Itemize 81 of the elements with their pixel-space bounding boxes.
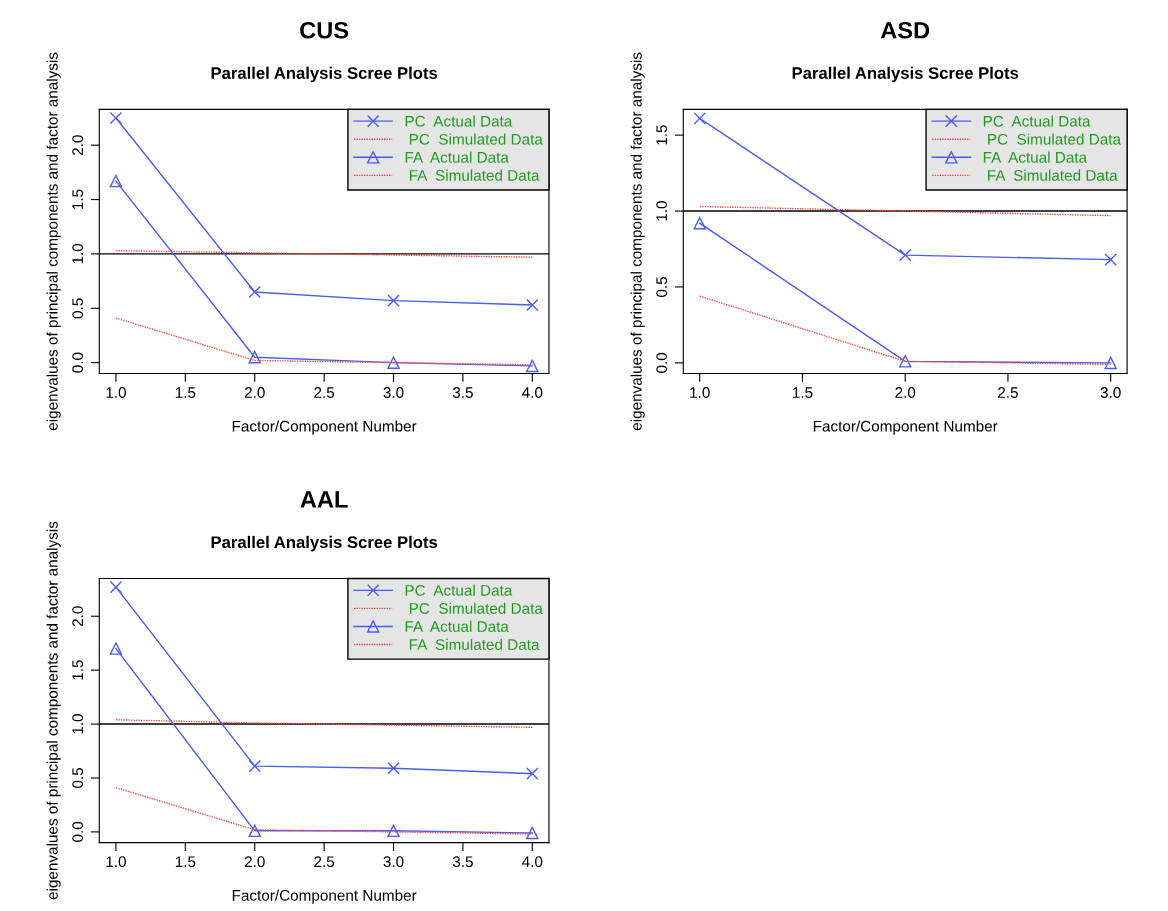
x-tick-label: 2.0 (244, 387, 265, 398)
y-tick-label: 1.0 (656, 201, 668, 221)
y-tick-label: 0.5 (72, 298, 84, 319)
point (109, 111, 123, 125)
x-tick-label: 3.5 (452, 387, 473, 398)
chart-title: AAL (300, 491, 348, 508)
x-tick-label: 1.0 (690, 387, 710, 398)
x-tick-label: 3.5 (452, 856, 473, 868)
point (248, 285, 261, 299)
y-axis-title: eigenvalues of principal components and factor analysis (630, 52, 645, 431)
point (109, 580, 123, 594)
point (693, 216, 706, 230)
legend-label: PC Simulated Data (988, 133, 1122, 145)
y-tick-label: 2.0 (72, 135, 84, 156)
point (526, 359, 539, 373)
point (387, 356, 400, 369)
x-tick-label: 2.0 (244, 856, 265, 868)
point (693, 112, 706, 125)
legend-label: PC Simulated Data (409, 133, 543, 145)
point (248, 759, 261, 773)
chart-subtitle: Parallel Analysis Scree Plots (211, 66, 438, 83)
x-tick-label: 1.5 (175, 856, 196, 868)
legend-label: PC Actual Data (405, 584, 513, 596)
x-tick-label: 1.5 (175, 387, 196, 398)
y-tick-label: 0.0 (656, 352, 668, 373)
y-tick-label: 1.0 (72, 243, 84, 264)
y-axis-title: eigenvalues of principal components and factor analysis (46, 52, 61, 431)
x-axis-title: Factor/Component Number (813, 420, 998, 435)
point (387, 824, 400, 838)
y-axis-title: eigenvalues of principal components and factor analysis (46, 521, 61, 900)
chart-title: ASD (880, 21, 930, 39)
y-tick-label: 1.5 (72, 660, 84, 680)
x-tick-label: 3.0 (383, 387, 404, 398)
y-tick-label: 1.0 (72, 714, 84, 734)
legend-label: FA Simulated Data (988, 169, 1118, 181)
x-tick-label: 2.5 (998, 387, 1018, 398)
legend-label: FA Simulated Data (409, 169, 540, 181)
chart-subtitle: Parallel Analysis Scree Plots (792, 66, 1019, 83)
point (248, 824, 261, 838)
legend-label: PC Actual Data (405, 115, 513, 127)
y-tick-label: 2.0 (72, 606, 84, 627)
line-series (115, 719, 534, 728)
x-tick-label: 4.0 (522, 856, 543, 868)
legend-label: PC Simulated Data (409, 602, 543, 614)
point (1104, 253, 1117, 266)
legend-label: FA Actual Data (405, 620, 509, 632)
x-tick-label: 1.0 (106, 387, 126, 398)
line-series (115, 249, 534, 258)
point (109, 174, 123, 188)
y-tick-label: 1.5 (72, 189, 84, 210)
x-axis-title: Factor/Component Number (232, 889, 417, 904)
y-tick-label: 0.0 (72, 821, 84, 842)
point (526, 767, 539, 780)
x-axis-title: Factor/Component Number (232, 420, 417, 435)
chart-subtitle: Parallel Analysis Scree Plots (211, 535, 438, 552)
x-tick-label: 2.5 (314, 387, 335, 398)
legend-label: FA Actual Data (405, 151, 509, 163)
x-tick-label: 2.0 (895, 387, 916, 398)
point (1104, 356, 1117, 370)
point (898, 248, 912, 262)
legend-label: PC Actual Data (983, 115, 1091, 127)
legend-label: FA Actual Data (983, 151, 1088, 163)
y-tick-label: 1.5 (656, 125, 668, 145)
point (526, 826, 539, 840)
chart-title: CUS (300, 21, 349, 39)
x-tick-label: 3.0 (383, 856, 404, 868)
x-tick-label: 1.5 (793, 387, 813, 398)
point (526, 298, 539, 312)
y-tick-label: 0.5 (72, 768, 84, 788)
point (109, 642, 123, 655)
x-tick-label: 4.0 (522, 387, 543, 398)
point (387, 294, 400, 307)
x-tick-label: 1.0 (106, 856, 126, 868)
legend-label: FA Simulated Data (409, 638, 540, 650)
point (248, 350, 261, 364)
point (898, 355, 912, 368)
x-tick-label: 2.5 (314, 856, 335, 868)
y-tick-label: 0.5 (656, 276, 668, 297)
point (387, 762, 400, 775)
x-tick-label: 3.0 (1100, 387, 1121, 398)
y-tick-label: 0.0 (72, 352, 84, 373)
